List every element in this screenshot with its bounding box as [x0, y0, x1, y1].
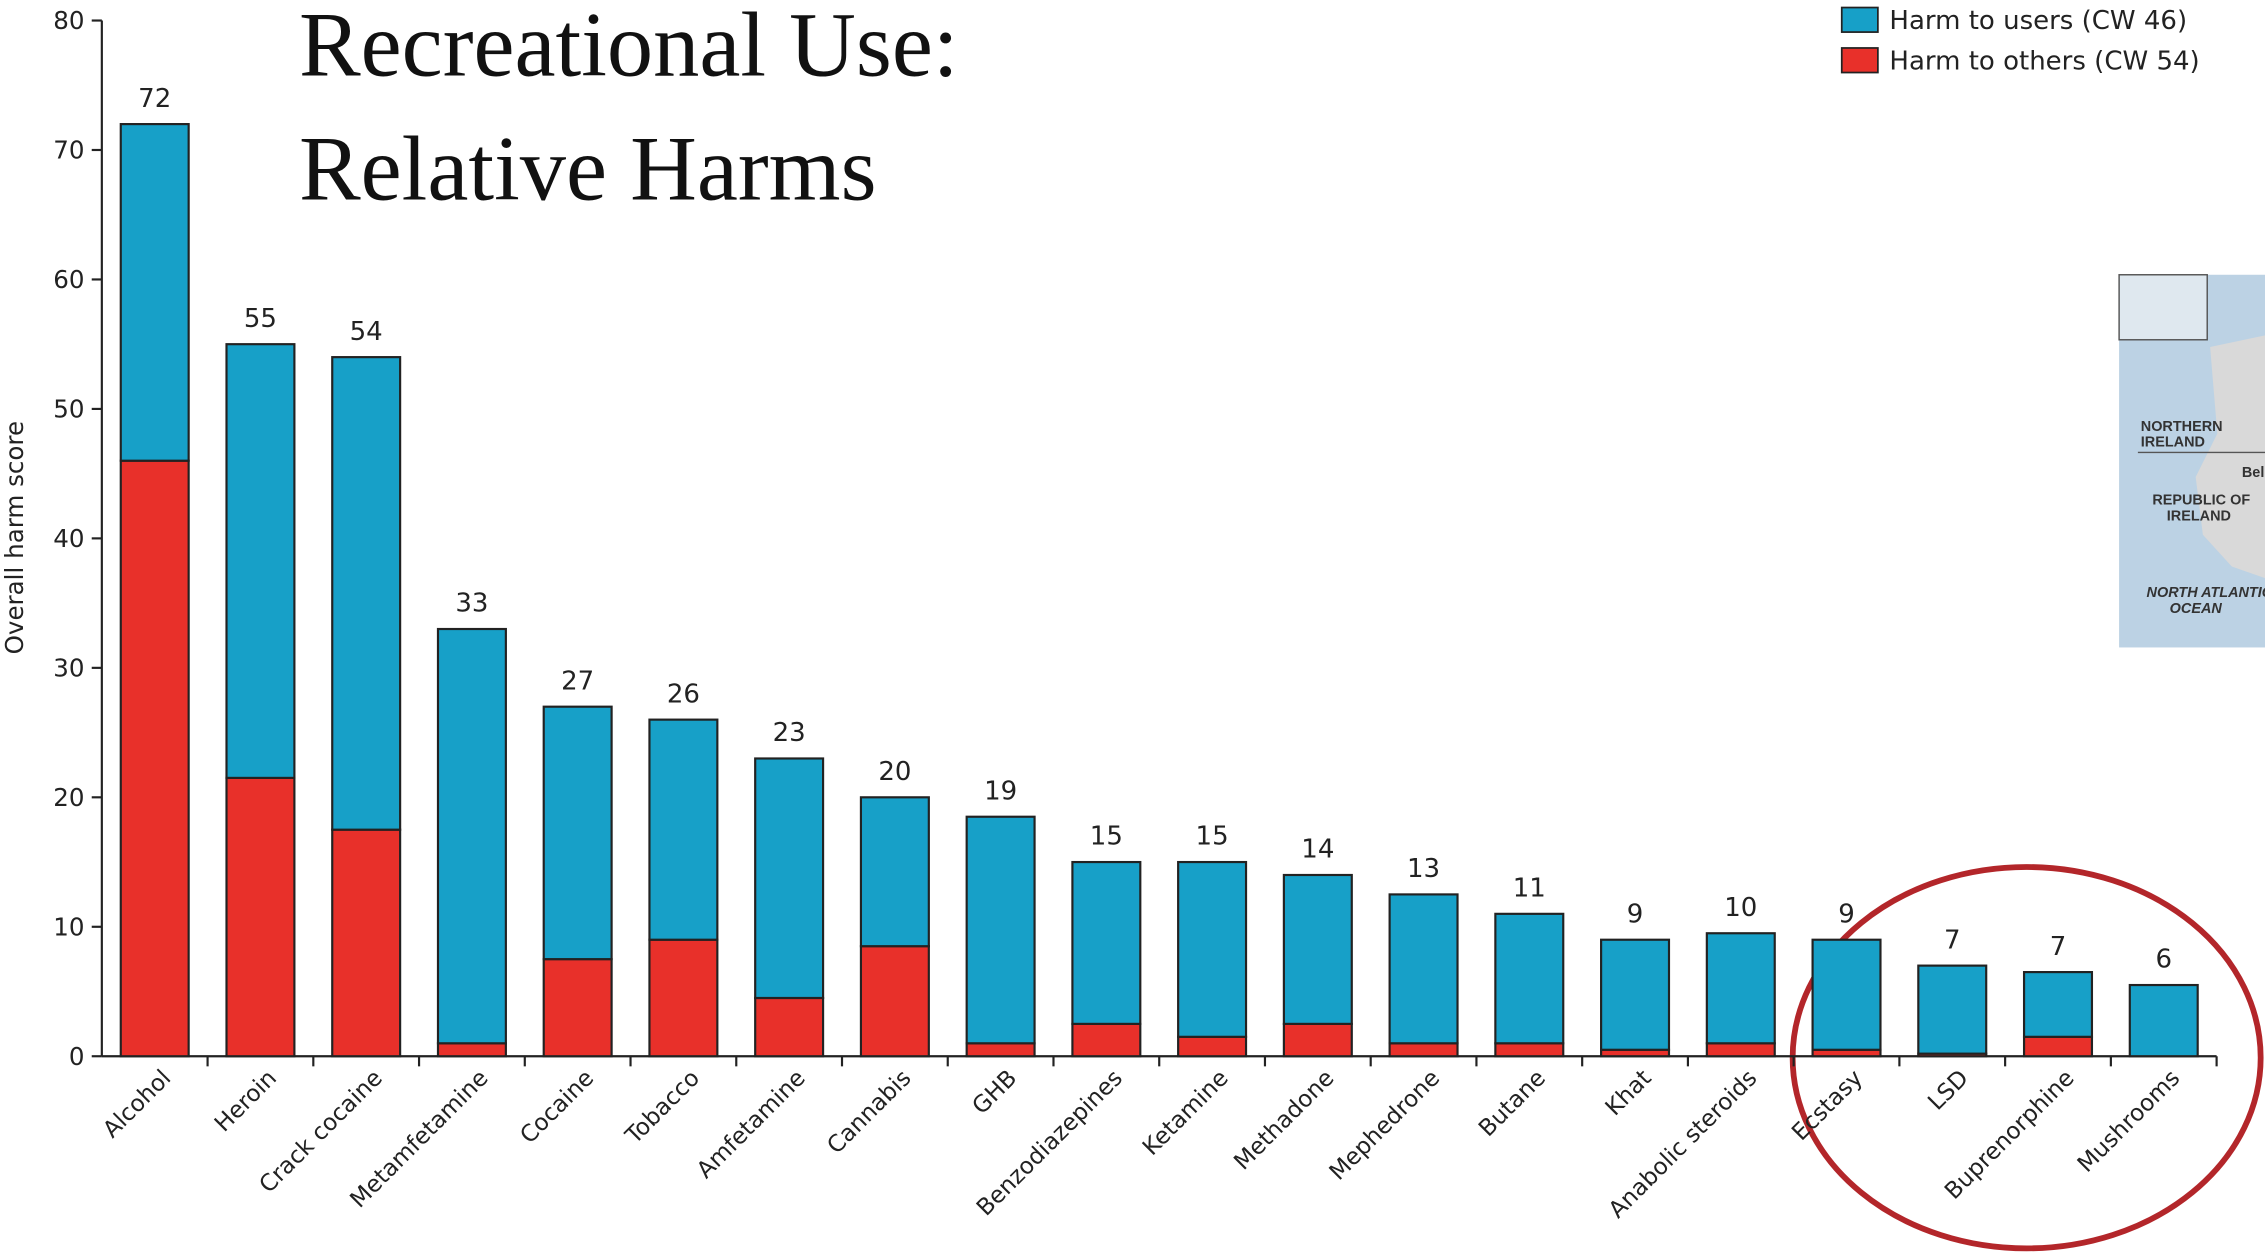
bar-segment — [331, 828, 402, 1058]
total-label: 10 — [1724, 893, 1757, 923]
total-label: 7 — [2050, 932, 2067, 962]
legend-swatch — [1840, 47, 1879, 74]
total-label: 7 — [1944, 925, 1961, 955]
total-label: 19 — [984, 776, 1017, 806]
y-tick-label: 0 — [69, 1042, 85, 1071]
bar-segment — [1705, 932, 1776, 1045]
map-label: NORTHERN IRELAND — [2141, 419, 2223, 451]
bar-segment — [1494, 912, 1565, 1045]
bar-segment — [2022, 1035, 2094, 1058]
map-label-line: REPUBLIC OF — [2152, 492, 2250, 508]
bar-segment — [1177, 860, 1248, 1038]
map-label-line: NORTH ATLANTIC — [2147, 585, 2265, 601]
bar-segment — [859, 945, 930, 1058]
map-label-line: IRELAND — [2141, 435, 2205, 451]
bar-segment — [1282, 1022, 1353, 1058]
total-label: 15 — [1196, 822, 1229, 852]
y-tick-label: 50 — [53, 395, 84, 424]
bar-segment — [648, 718, 719, 941]
y-tick-label: 70 — [53, 136, 84, 165]
bar-segment — [1071, 1022, 1142, 1058]
map-label-line: NORTHERN — [2141, 419, 2223, 435]
bar-segment — [965, 1042, 1036, 1058]
y-tick-label: 60 — [53, 265, 84, 294]
y-tick-label: 30 — [53, 654, 84, 683]
bar-segment — [859, 796, 930, 948]
y-tick-label: 20 — [53, 783, 84, 812]
map-label: Bel — [2242, 465, 2264, 481]
bar-segment — [1811, 938, 1882, 1051]
y-axis-label: Overall harm score — [0, 421, 29, 654]
total-label: 15 — [1090, 822, 1123, 852]
bar-segment — [2128, 983, 2199, 1058]
bar-segment — [1177, 1035, 1248, 1058]
y-tick-label: 40 — [53, 524, 84, 553]
total-label: 9 — [1838, 899, 1855, 929]
bar-segment — [754, 996, 825, 1058]
chart-title: Relative Harms — [299, 118, 877, 220]
total-label: 6 — [2155, 945, 2172, 975]
total-label: 13 — [1407, 854, 1440, 884]
y-tick-label: 10 — [53, 912, 84, 941]
bar-segment — [225, 776, 296, 1058]
chart-title: Recreational Use: — [299, 0, 959, 95]
total-label: 72 — [138, 84, 171, 114]
bar-segment — [119, 123, 190, 462]
total-label: 11 — [1513, 873, 1546, 903]
bar-segment — [1282, 873, 1353, 1025]
bar-segment — [1494, 1042, 1565, 1058]
bar-segment — [2022, 971, 2094, 1038]
bar-segment — [965, 815, 1036, 1045]
bar-segment — [1388, 893, 1459, 1045]
bar-segment — [1600, 938, 1671, 1051]
bar-segment — [542, 958, 613, 1058]
map-label: NORTH ATLANTIC OCEAN — [2147, 585, 2265, 617]
total-label: 20 — [878, 757, 911, 787]
bar-segment — [436, 1042, 507, 1058]
total-label: 27 — [561, 666, 594, 696]
bar-segment — [436, 627, 507, 1045]
map-land — [2195, 335, 2265, 579]
map-label: REPUBLIC OF IRELAND — [2152, 492, 2250, 524]
legend-label: Harm to others (CW 54) — [1889, 47, 2199, 77]
bar-segment — [331, 356, 402, 831]
bar-segment — [225, 343, 296, 779]
bar-segment — [648, 938, 719, 1058]
total-label: 14 — [1301, 835, 1334, 865]
legend-label: Harm to users (CW 46) — [1889, 6, 2187, 36]
map-label-line: IRELAND — [2167, 508, 2231, 524]
bar-segment — [119, 459, 190, 1058]
map-inset: NORTHERN IRELAND Bel REPUBLIC OF IRELAND N… — [2118, 274, 2265, 648]
bar-segment — [542, 705, 613, 961]
total-label: 9 — [1627, 899, 1644, 929]
total-label: 23 — [773, 718, 806, 748]
map-label-line: OCEAN — [2170, 601, 2223, 617]
y-tick-label: 80 — [53, 6, 84, 35]
bar-segment — [1705, 1042, 1776, 1058]
legend-swatch — [1840, 6, 1879, 33]
map-locator — [2118, 274, 2208, 341]
bar-segment — [1917, 964, 1988, 1055]
bar-segment — [1071, 860, 1142, 1025]
total-label: 54 — [350, 317, 383, 347]
total-label: 33 — [455, 589, 488, 619]
bar-segment — [1388, 1042, 1459, 1058]
bar-segment — [754, 757, 825, 1000]
total-label: 26 — [667, 679, 700, 709]
total-label: 55 — [244, 304, 277, 334]
